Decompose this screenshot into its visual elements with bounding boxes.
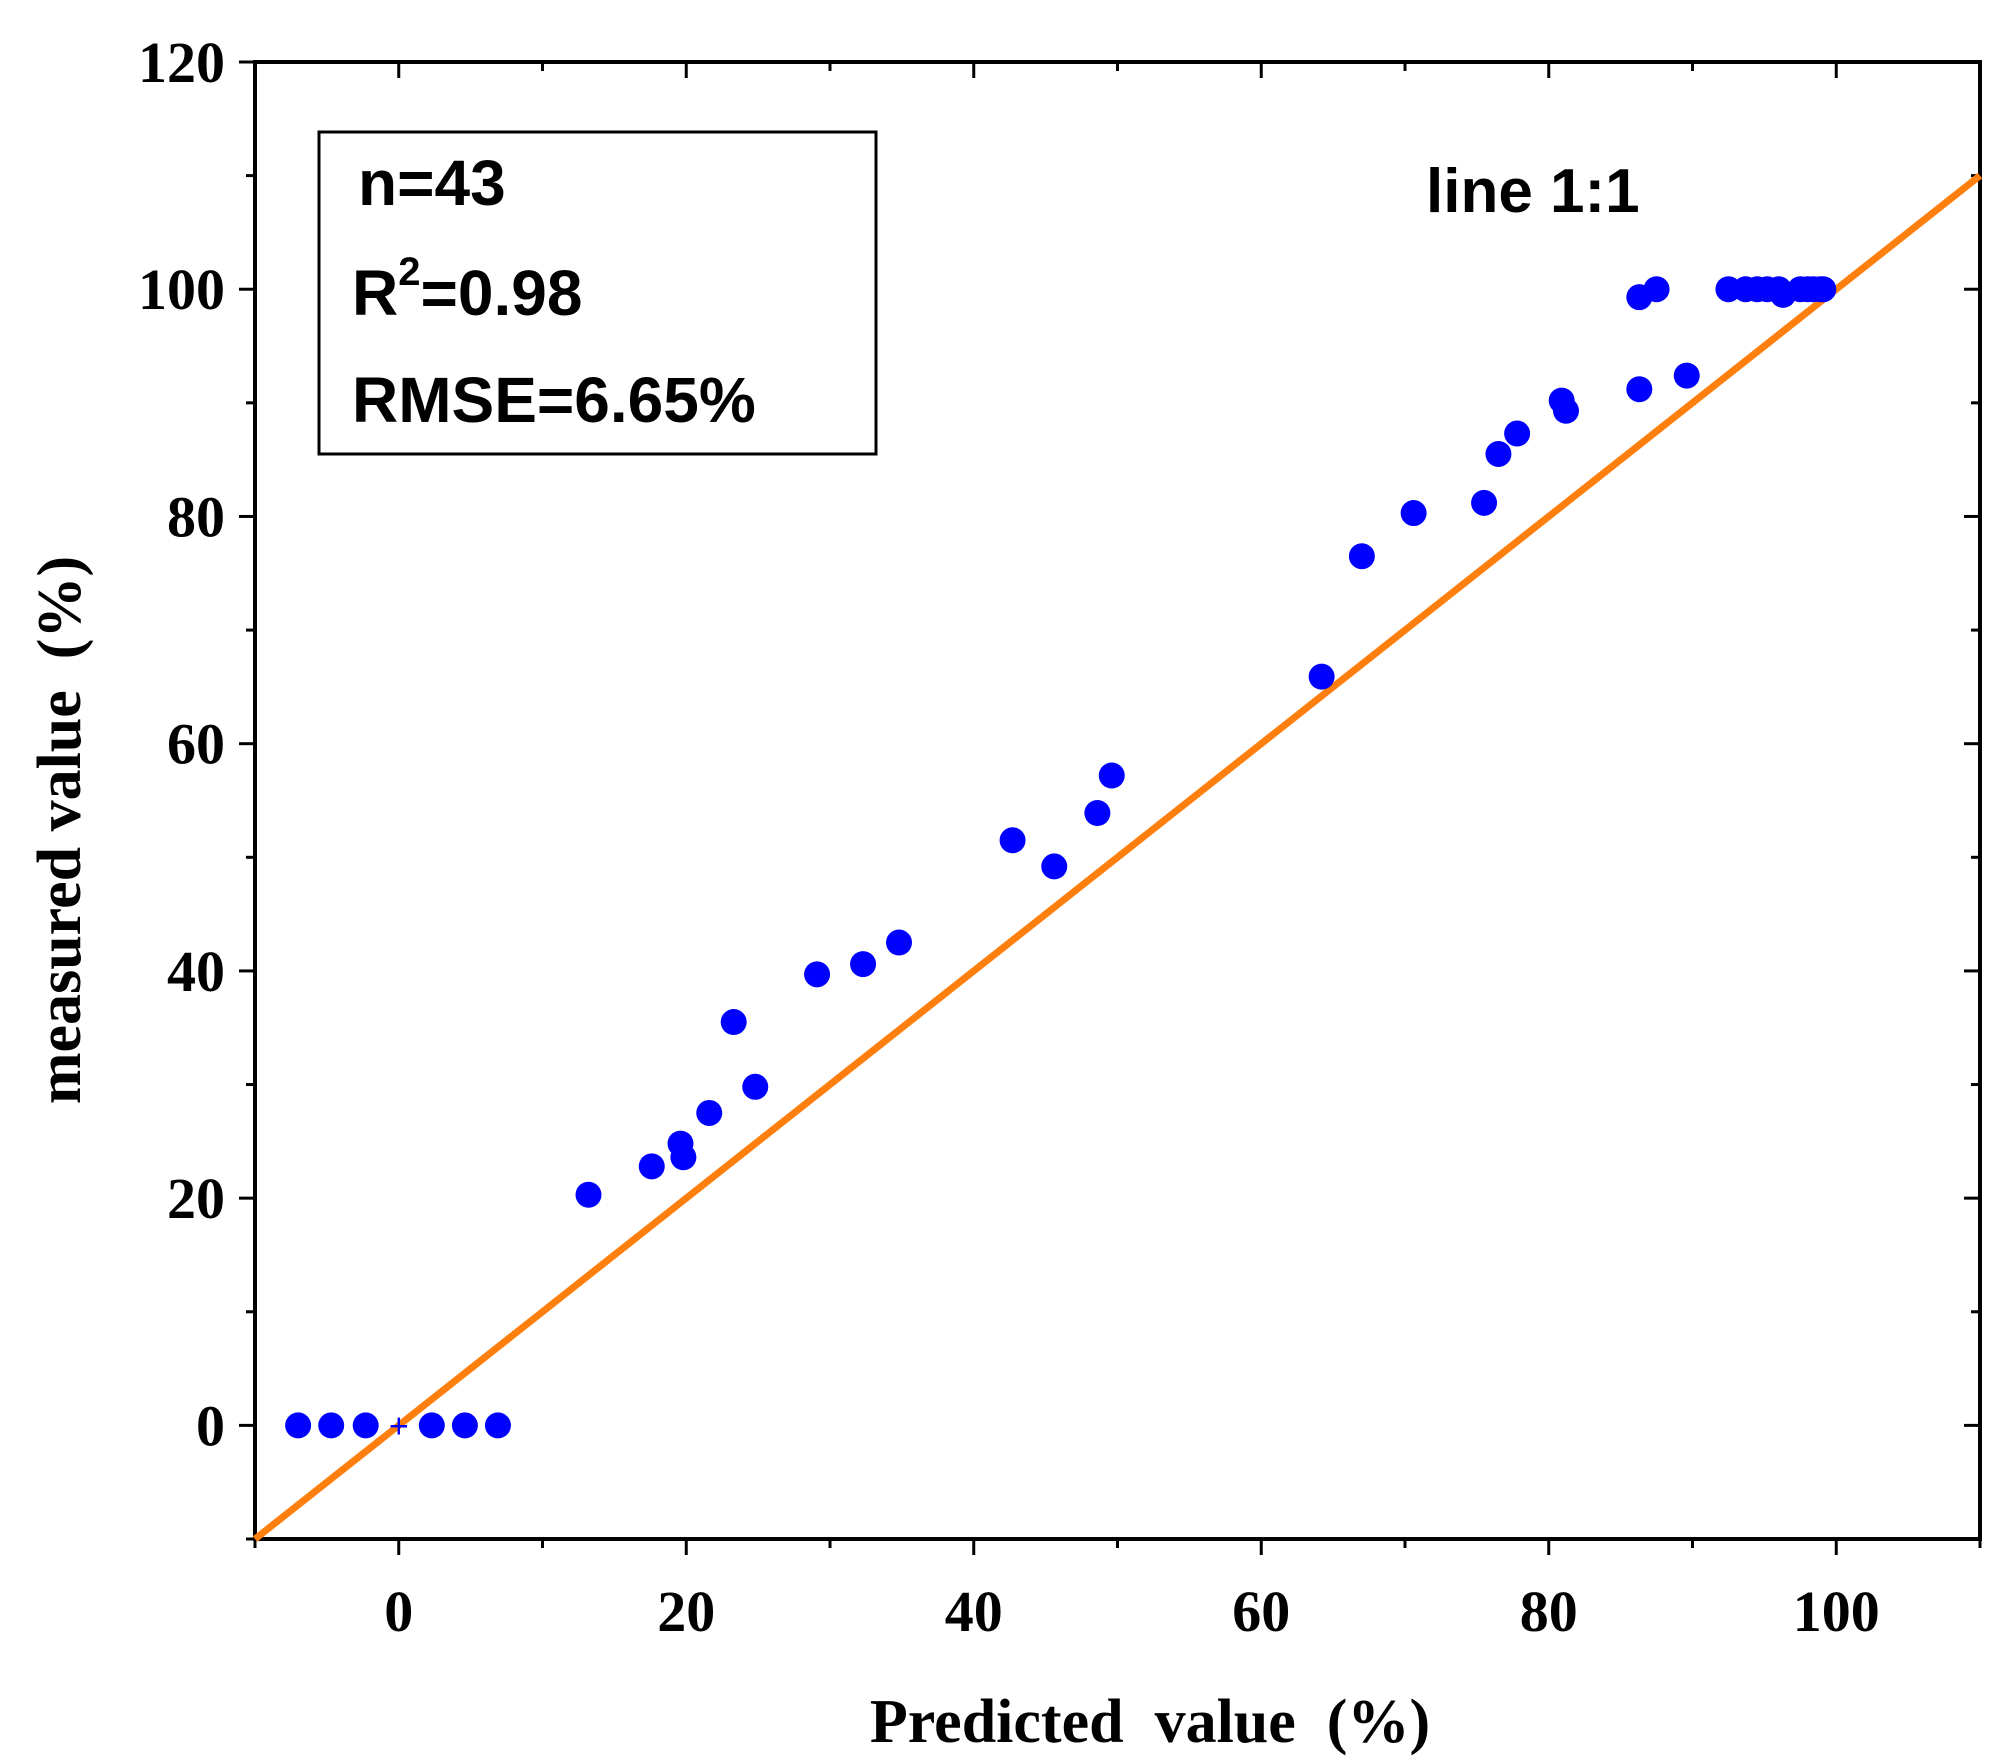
- stats-r2-superscript: 2: [398, 250, 420, 294]
- data-point: [638, 1153, 665, 1180]
- origin-marker: +: [389, 1407, 409, 1445]
- data-point: [418, 1412, 445, 1439]
- stats-box: n=43 R2=0.98 RMSE=6.65%: [317, 130, 878, 456]
- x-axis-title: Predicted value (%): [870, 1688, 1430, 1756]
- data-point: [1308, 663, 1335, 690]
- x-tick-label: 20: [657, 1579, 715, 1644]
- data-point: [352, 1412, 379, 1439]
- data-point: [484, 1412, 511, 1439]
- stats-r2-prefix: R: [352, 257, 398, 329]
- reference-line-label: line 1:1: [1426, 157, 1640, 226]
- data-point: [720, 1009, 747, 1036]
- x-tick-label: 100: [1793, 1579, 1880, 1644]
- data-point: [1084, 799, 1111, 826]
- y-tick-label: 120: [138, 30, 225, 95]
- data-point: [575, 1181, 602, 1208]
- data-point: [1041, 853, 1068, 880]
- x-tick-labels: 0 20 40 60 80 100: [384, 1579, 1880, 1644]
- y-tick-label: 60: [167, 712, 225, 777]
- y-tick-labels: 0 20 40 60 80 100 120: [138, 30, 225, 1458]
- data-point: [1471, 489, 1498, 516]
- data-point: [1504, 420, 1531, 447]
- stats-r2: R2=0.98: [352, 250, 582, 329]
- data-point: [1553, 397, 1579, 424]
- stats-r2-value: =0.98: [420, 257, 582, 329]
- data-points: [285, 276, 1837, 1439]
- x-tick-label: 60: [1232, 1579, 1290, 1644]
- data-point: [886, 929, 912, 956]
- data-point: [670, 1144, 697, 1171]
- data-point: [1348, 543, 1375, 570]
- data-point: [1098, 762, 1125, 789]
- y-tick-label: 80: [167, 484, 225, 549]
- x-tick-label: 0: [384, 1579, 413, 1644]
- y-axis-title: measured value (%): [26, 556, 94, 1104]
- x-tick-label: 40: [945, 1579, 1003, 1644]
- reference-line-1-1: [252, 172, 1983, 1542]
- data-point: [285, 1412, 312, 1439]
- data-point: [696, 1099, 723, 1126]
- data-point: [451, 1412, 478, 1439]
- data-point: [804, 961, 831, 988]
- y-tick-label: 0: [196, 1393, 225, 1458]
- data-point: [1400, 500, 1427, 527]
- stats-box-frame: [317, 130, 878, 456]
- x-tick-label: 80: [1520, 1579, 1578, 1644]
- axis-ticks: [239, 60, 1982, 1555]
- y-tick-label: 100: [138, 257, 225, 322]
- data-point: [1643, 276, 1670, 303]
- stats-n: n=43: [358, 147, 506, 219]
- data-point: [1485, 440, 1512, 467]
- y-tick-label: 20: [167, 1166, 225, 1231]
- data-point: [1626, 376, 1653, 403]
- y-tick-label: 40: [167, 939, 225, 1004]
- data-point: [1810, 276, 1837, 303]
- data-point: [318, 1412, 345, 1439]
- data-point: [1673, 362, 1700, 389]
- stats-rmse: RMSE=6.65%: [352, 364, 756, 436]
- data-point: [999, 827, 1026, 854]
- data-point: [850, 951, 877, 978]
- data-point: [742, 1073, 769, 1100]
